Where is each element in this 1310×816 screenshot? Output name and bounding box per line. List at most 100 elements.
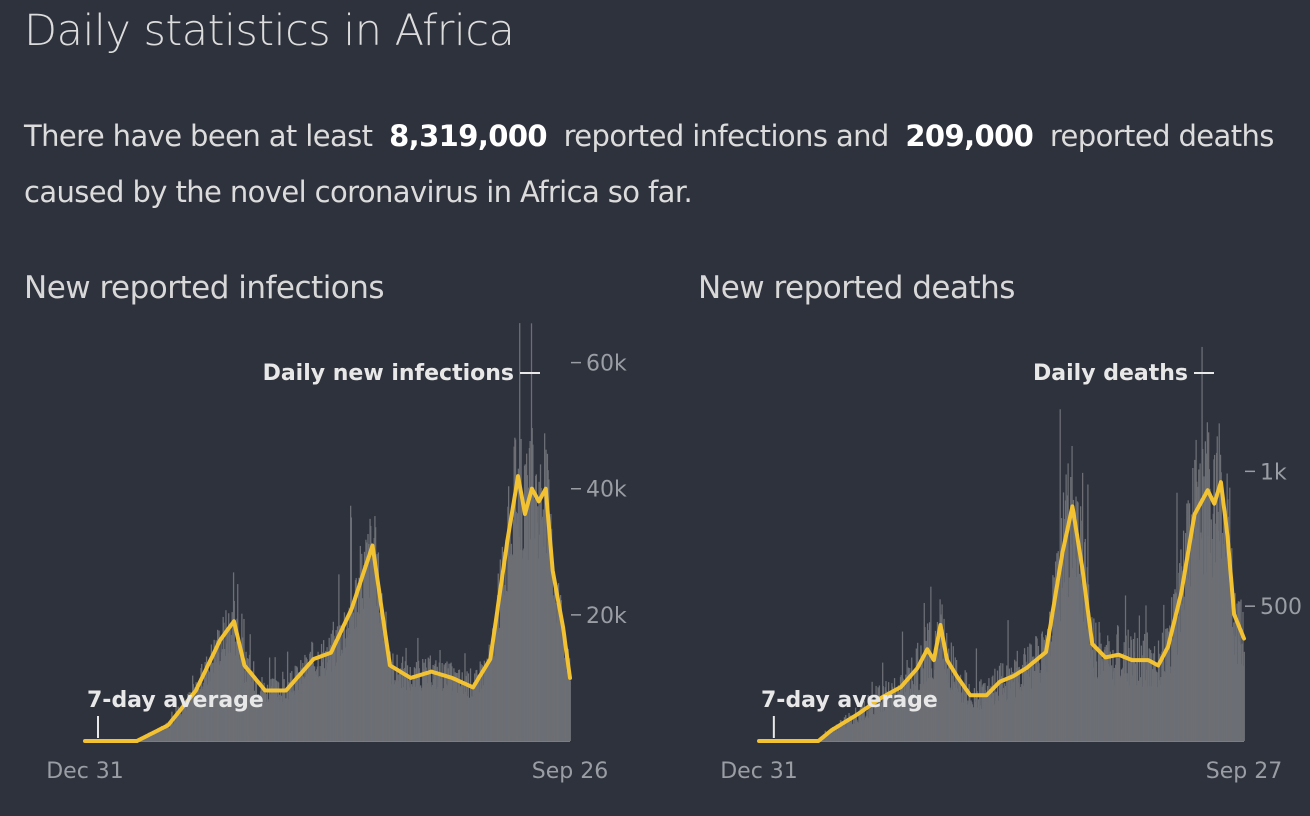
daily-bar	[1155, 670, 1157, 741]
daily-bar	[298, 689, 300, 741]
daily-bar	[328, 637, 330, 741]
daily-bar	[1182, 570, 1184, 741]
daily-bar	[904, 692, 906, 741]
daily-bar	[1153, 646, 1156, 741]
daily-bar	[912, 694, 914, 741]
daily-bar	[250, 670, 252, 741]
daily-bar	[426, 673, 428, 741]
daily-bar	[1098, 621, 1100, 741]
daily-bar	[465, 691, 467, 741]
daily-bar	[998, 665, 1001, 741]
daily-bar	[1089, 643, 1091, 741]
daily-bar	[1119, 677, 1121, 741]
daily-bar	[857, 722, 859, 741]
daily-bar	[961, 682, 964, 741]
daily-bar	[454, 672, 456, 741]
daily-bar	[537, 558, 540, 741]
daily-bar	[498, 627, 501, 741]
daily-bar	[334, 665, 337, 741]
daily-bar	[934, 630, 937, 741]
daily-bar	[1142, 640, 1144, 741]
daily-bar	[389, 651, 391, 741]
daily-bar	[549, 527, 551, 741]
daily-bar	[267, 699, 269, 741]
y-tick-label: 1k	[1260, 460, 1287, 485]
daily-bar	[1029, 643, 1031, 741]
daily-bar	[919, 683, 921, 741]
daily-bar	[1029, 666, 1032, 741]
daily-bar	[1040, 669, 1042, 741]
daily-bar	[179, 707, 181, 741]
daily-bar	[881, 712, 883, 741]
daily-bar	[336, 662, 338, 741]
daily-bar	[444, 663, 447, 741]
daily-bar	[437, 687, 439, 741]
daily-bar	[223, 649, 226, 741]
daily-bar	[1116, 634, 1118, 741]
daily-bar	[1052, 575, 1054, 741]
daily-bar	[1090, 630, 1092, 741]
daily-bar	[501, 546, 504, 741]
daily-bar	[867, 695, 869, 741]
daily-bar	[496, 595, 499, 741]
daily-bar	[941, 604, 943, 741]
daily-bar	[1081, 520, 1083, 741]
daily-bar	[1149, 649, 1152, 741]
daily-bar	[426, 683, 429, 741]
daily-bar	[145, 736, 147, 741]
daily-bar	[1092, 667, 1094, 741]
daily-bar	[977, 699, 980, 741]
daily-bar	[175, 701, 177, 741]
daily-bar	[1121, 669, 1123, 741]
daily-bar	[252, 671, 254, 741]
daily-bar	[929, 677, 931, 741]
daily-bar	[1110, 668, 1112, 741]
daily-bar	[261, 677, 263, 741]
daily-bar	[1049, 611, 1051, 741]
daily-bar	[212, 672, 215, 741]
daily-bar	[875, 685, 877, 741]
daily-bar	[913, 672, 915, 741]
daily-bar	[1184, 609, 1186, 741]
daily-bar	[1144, 680, 1146, 741]
daily-bar	[1058, 610, 1061, 741]
daily-bar	[519, 323, 521, 741]
daily-bar	[876, 698, 878, 741]
daily-bar	[955, 660, 958, 741]
daily-bar	[1124, 595, 1127, 741]
daily-bar	[856, 719, 858, 741]
daily-bar	[455, 673, 457, 741]
daily-bar	[341, 653, 343, 741]
daily-bar	[1103, 670, 1105, 741]
daily-bar	[222, 616, 224, 741]
daily-bar	[1120, 669, 1123, 741]
deaths-total: 209,000	[905, 119, 1034, 153]
daily-bar	[1203, 476, 1205, 741]
daily-bar	[229, 623, 231, 741]
daily-bar	[327, 662, 329, 741]
daily-bar	[880, 702, 883, 741]
daily-bar	[957, 691, 960, 741]
daily-bar	[264, 688, 266, 741]
daily-bar	[313, 666, 316, 741]
daily-bar	[873, 714, 875, 741]
daily-bar	[882, 662, 884, 741]
daily-bar	[479, 661, 481, 741]
daily-bar	[476, 676, 479, 741]
daily-bar	[1177, 616, 1179, 741]
daily-bar	[1211, 577, 1214, 741]
daily-bar	[1066, 495, 1069, 741]
daily-bar	[406, 690, 408, 741]
daily-bar	[445, 684, 447, 741]
daily-bar	[922, 668, 924, 741]
daily-bar	[543, 546, 545, 741]
daily-bar	[209, 681, 211, 741]
daily-bar	[362, 608, 364, 741]
daily-bar	[275, 680, 278, 741]
daily-bar	[1180, 549, 1182, 741]
daily-bar	[289, 683, 291, 741]
daily-bar	[408, 687, 411, 741]
daily-bar	[560, 600, 562, 741]
daily-bar	[1054, 561, 1057, 741]
daily-bar	[406, 665, 409, 741]
